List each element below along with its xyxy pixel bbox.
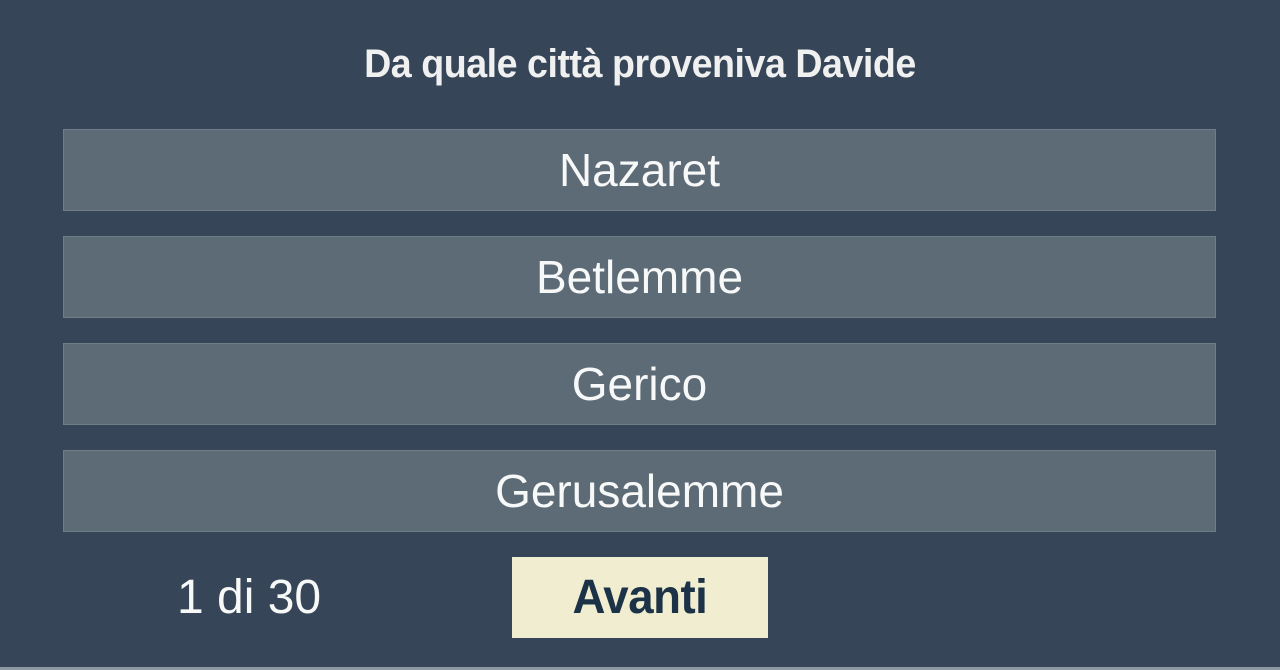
- question-title: Da quale città proveniva Davide: [364, 42, 916, 86]
- bottom-edge-strip: [0, 667, 1280, 670]
- answer-option-betlemme[interactable]: Betlemme: [63, 236, 1216, 318]
- progress-indicator: 1 di 30: [177, 571, 322, 624]
- next-button[interactable]: Avanti: [512, 557, 768, 638]
- answer-option-gerico[interactable]: Gerico: [63, 343, 1216, 425]
- answer-option-label: Nazaret: [558, 144, 721, 196]
- answer-option-label: Gerusalemme: [495, 465, 784, 517]
- answer-option-label: Gerico: [571, 358, 708, 410]
- next-button-label: Avanti: [572, 571, 708, 624]
- answer-list: Nazaret Betlemme Gerico Gerusalemme: [63, 129, 1216, 557]
- answer-option-nazaret[interactable]: Nazaret: [63, 129, 1216, 211]
- answer-option-gerusalemme[interactable]: Gerusalemme: [63, 450, 1216, 532]
- footer: 1 di 30 Avanti: [0, 557, 1280, 638]
- answer-option-label: Betlemme: [535, 251, 744, 303]
